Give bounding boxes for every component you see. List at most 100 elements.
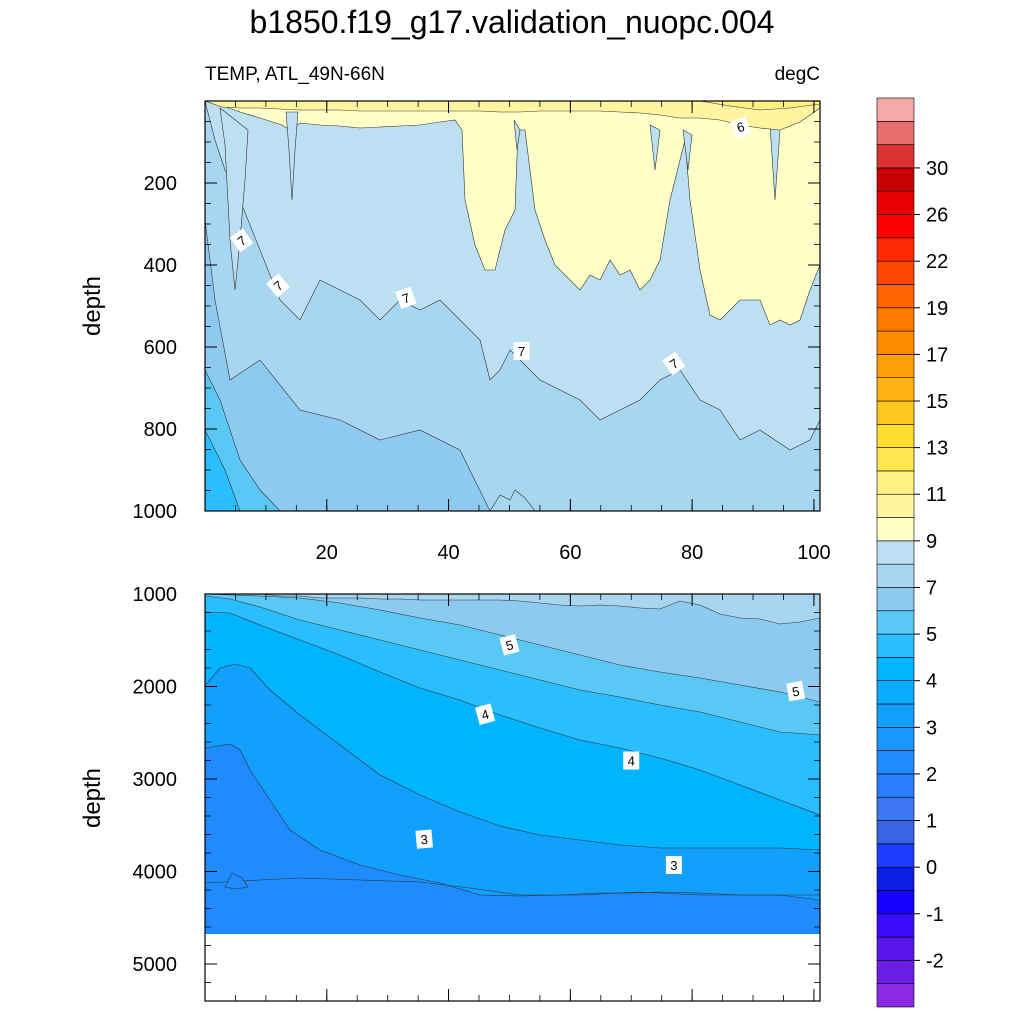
colorbar-swatch <box>876 750 915 775</box>
upper-y-tick-label: 600 <box>144 337 177 359</box>
contour-label-box <box>229 228 254 253</box>
colorbar-swatch <box>876 866 915 891</box>
colorbar: -2 -1 0 1 2 3 4 5 7 9 11 13 15 17 19 22 26 30 <box>876 97 948 1008</box>
upper-band-6 <box>205 219 491 511</box>
figure-title: b1850.f19_g17.validation_nuopc.004 <box>250 4 775 40</box>
colorbar-swatch <box>876 493 915 518</box>
contour-label-text: 3 <box>670 858 677 873</box>
colorbar-swatch <box>876 820 915 845</box>
lower-band-5 <box>205 594 820 703</box>
contour-label-box <box>395 286 417 309</box>
colorbar-swatch <box>876 307 915 332</box>
upper-intrusion-5 <box>682 129 693 171</box>
colorbar-swatch <box>876 470 915 495</box>
colorbar-swatch <box>876 214 915 239</box>
contour-label: 9 <box>730 116 752 139</box>
upper-intrusion-3 <box>513 119 521 151</box>
colorbar-swatch <box>876 121 915 145</box>
upper-y-tick-label: 400 <box>144 255 177 277</box>
colorbar-swatch <box>876 260 915 285</box>
lower-seafloor-mask <box>205 934 820 1001</box>
colorbar-tick-label: -2 <box>926 950 944 972</box>
upper-intrusion-4 <box>649 124 661 171</box>
contour-label-box <box>665 856 682 875</box>
lower-y-tick-label: 2000 <box>133 677 178 699</box>
colorbar-tick-label: 0 <box>926 857 937 879</box>
contour-label-box <box>266 273 290 298</box>
colorbar-tick-label: 1 <box>926 811 937 833</box>
contour-label: 7 <box>266 273 290 298</box>
upper-line-deep <box>489 489 536 511</box>
upper-band-11 <box>699 101 820 111</box>
contour-label-text: 9 <box>735 119 747 136</box>
lower-y-tick-label: 5000 <box>133 954 178 976</box>
contour-label: 7 <box>395 286 417 309</box>
colorbar-tick-label: 4 <box>926 671 937 693</box>
upper-intrusion-2 <box>285 111 299 201</box>
lower-y-tick-label: 4000 <box>133 862 178 884</box>
colorbar-tick-label: 22 <box>926 251 948 273</box>
colorbar-swatch <box>876 540 915 565</box>
contour-label: 4 <box>475 703 496 726</box>
colorbar-tick-label: 3 <box>926 717 937 739</box>
colorbar-swatch <box>876 377 915 402</box>
contour-label-box <box>499 634 520 656</box>
contour-label-box <box>623 751 640 770</box>
colorbar-swatch <box>876 190 915 215</box>
variable-label: TEMP, ATL_49N-66N <box>205 64 385 85</box>
colorbar-swatch <box>876 843 915 868</box>
colorbar-tick-label: 15 <box>926 391 948 413</box>
lower-y-tick-label: 1000 <box>133 584 178 606</box>
contour-label-text: 4 <box>628 754 635 769</box>
colorbar-swatch <box>876 424 915 448</box>
contour-label: 3 <box>415 829 433 849</box>
colorbar-swatch <box>876 960 915 984</box>
contour-label: 4 <box>623 751 640 770</box>
colorbar-swatch <box>876 796 915 821</box>
upper-band-9 <box>205 101 820 326</box>
upper-y-tick-label: 200 <box>144 173 177 195</box>
colorbar-swatch <box>876 610 915 635</box>
upper-x-tick-label: 80 <box>681 542 703 564</box>
contour-label-box <box>786 680 806 702</box>
colorbar-swatch <box>876 727 915 751</box>
upper-band-6c <box>205 429 241 511</box>
colorbar-tick-label: 17 <box>926 344 948 366</box>
upper-x-tick-label: 20 <box>316 542 338 564</box>
upper-band-10 <box>205 101 820 131</box>
colorbar-tick-label: 13 <box>926 438 948 460</box>
colorbar-tick-label: 2 <box>926 764 937 786</box>
lower-contour-labels: 5 5 4 4 3 3 <box>415 634 806 875</box>
contour-label-text: 4 <box>480 707 491 723</box>
contour-label: 5 <box>499 634 520 656</box>
contour-label: 3 <box>665 856 682 875</box>
colorbar-swatch <box>876 400 915 425</box>
colorbar-swatch <box>876 517 915 542</box>
colorbar-tick-label: 5 <box>926 624 937 646</box>
colorbar-swatch <box>876 657 915 681</box>
contour-label: 7 <box>662 351 686 376</box>
contour-label: 7 <box>513 342 530 361</box>
lower-pocket <box>224 872 249 890</box>
colorbar-swatch <box>876 983 915 1008</box>
colorbar-swatch <box>876 330 915 355</box>
upper-x-tick-label: 60 <box>559 542 581 564</box>
upper-axis-ticks: 200 400 600 800 1000 20 40 60 80 100 <box>133 100 831 564</box>
colorbar-swatch <box>876 284 915 309</box>
colorbar-swatch <box>876 773 915 798</box>
contour-label-box <box>730 116 752 139</box>
colorbar-tick-label: -1 <box>926 904 944 926</box>
colorbar-tick-label: 9 <box>926 531 937 553</box>
lower-y-axis-label: depth <box>79 768 106 828</box>
upper-x-tick-label: 40 <box>437 542 459 564</box>
colorbar-swatch <box>876 587 915 612</box>
colorbar-swatch <box>876 167 915 192</box>
contour-label: 5 <box>786 680 806 702</box>
colorbar-tick-label: 11 <box>926 484 947 506</box>
colorbar-swatch <box>876 703 915 728</box>
lower-line-deep <box>205 877 820 896</box>
upper-y-tick-label: 800 <box>144 419 177 441</box>
contour-label-box <box>475 703 496 726</box>
